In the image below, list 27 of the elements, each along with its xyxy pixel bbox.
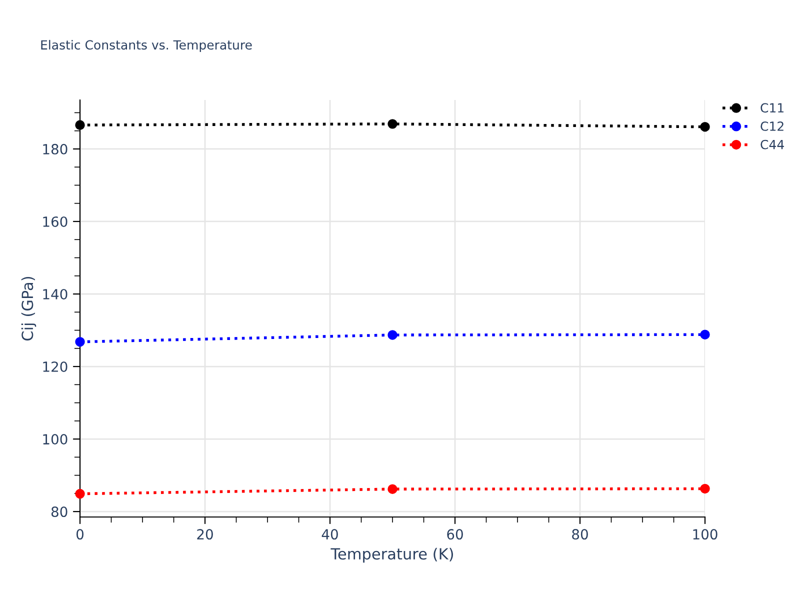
legend-label: C12 (760, 121, 784, 131)
point (388, 119, 398, 129)
point (388, 330, 398, 340)
legend-label: C11 (760, 103, 784, 113)
y-axis-title: Cij (GPa) (21, 276, 36, 340)
y-tick-label: 100 (43, 434, 68, 445)
point (700, 122, 710, 132)
x-axis-title: Temperature (K) (330, 548, 453, 563)
y-tick-label: 80 (51, 506, 68, 518)
x-tick-label: 100 (693, 529, 718, 540)
x-tick-label: 40 (322, 529, 338, 540)
point (700, 330, 710, 340)
x-tick-label: 0 (76, 529, 84, 540)
chart-title: Elastic Constants vs. Temperature (41, 40, 252, 52)
y-tick-label: 120 (43, 361, 68, 372)
legend-label: C44 (760, 140, 784, 150)
y-tick-label: 180 (43, 144, 68, 154)
x-tick-label: 80 (572, 529, 588, 540)
x-tick-label: 20 (197, 529, 213, 540)
point (388, 484, 398, 494)
y-tick-label: 140 (43, 288, 68, 300)
point (75, 488, 85, 499)
y-tick-label: 160 (43, 216, 68, 227)
point (75, 337, 85, 347)
x-tick-label: 60 (447, 529, 463, 540)
point (700, 484, 710, 494)
point (75, 120, 85, 130)
